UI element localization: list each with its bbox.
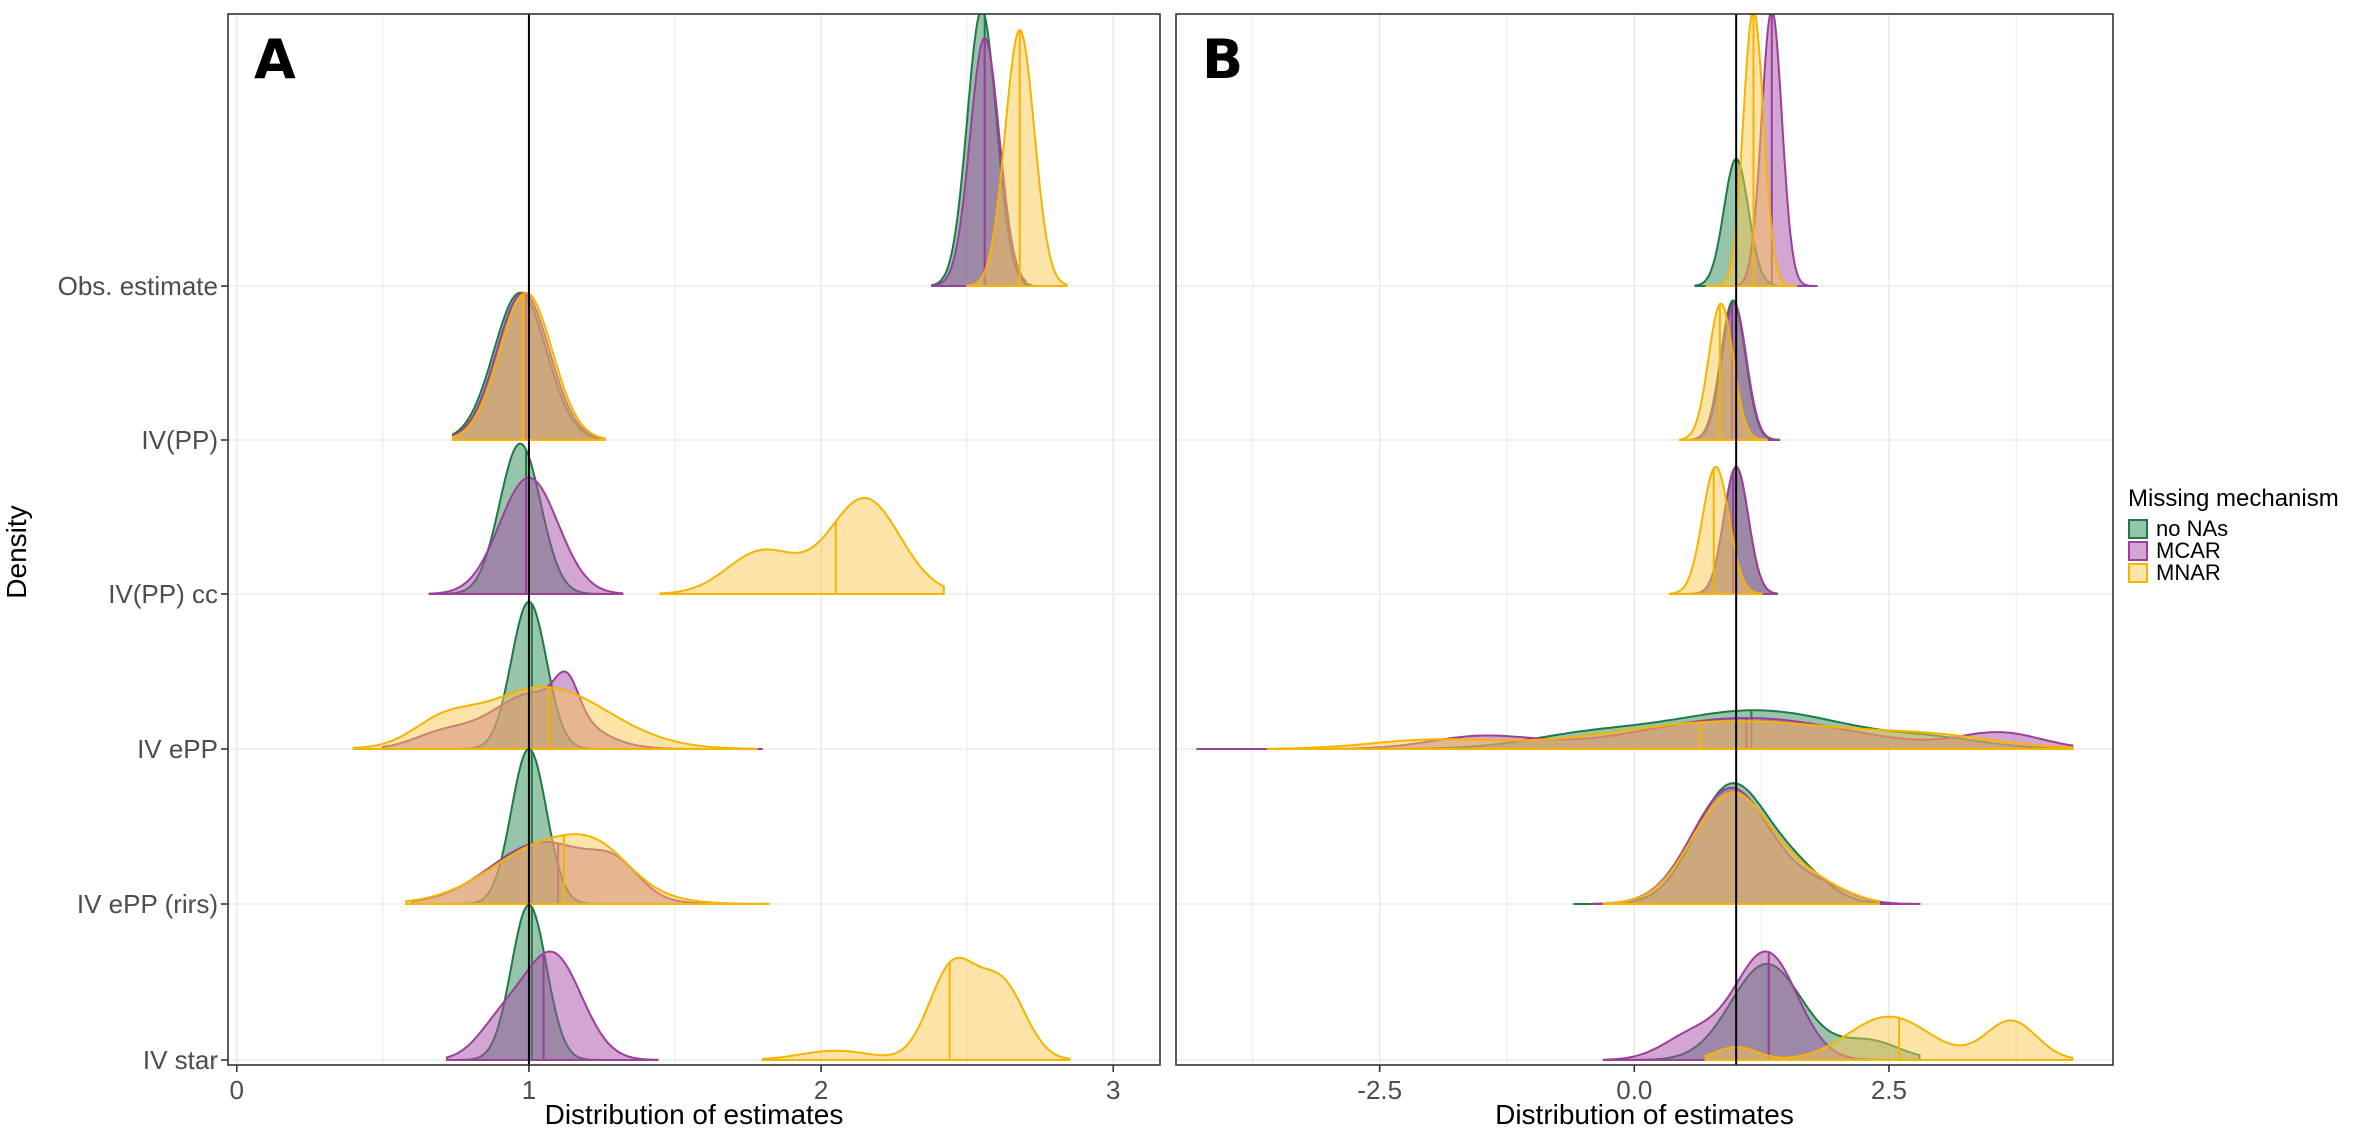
ridge-mnar-iv-pp- bbox=[1679, 302, 1768, 441]
y-tick-label: IV ePP (rirs) bbox=[77, 889, 218, 919]
panel-border bbox=[1175, 13, 2114, 1066]
legend-label: MNAR bbox=[2156, 560, 2221, 585]
x-tick-label: 0.0 bbox=[1616, 1075, 1652, 1105]
panel-A: A 0 1 2 3 Distribution of estimates IV star IV … bbox=[58, 13, 1161, 1130]
ridge-mnar-iv-epp-rirs- bbox=[405, 833, 770, 905]
y-tick-label: Obs. estimate bbox=[58, 271, 218, 301]
ridge-mnar-iv-epp bbox=[1266, 720, 2074, 750]
panel-tag: B bbox=[1202, 28, 1243, 91]
ridge-mnar-iv-epp bbox=[352, 686, 758, 750]
ridge-mnar-obs-estimate bbox=[966, 29, 1068, 287]
legend-label: no NAs bbox=[2156, 516, 2228, 541]
y-tick-label: IV ePP bbox=[137, 734, 218, 764]
panel-tag: A bbox=[254, 28, 296, 91]
y-tick-label: IV(PP) bbox=[141, 425, 218, 455]
legend-label: MCAR bbox=[2156, 538, 2221, 563]
y-axis-title: Density bbox=[1, 505, 32, 598]
y-tick-label: IV star bbox=[143, 1045, 218, 1075]
ridges bbox=[352, 14, 1071, 1061]
ridge-mnar-iv-epp-rirs- bbox=[1602, 791, 1880, 905]
legend-title: Missing mechanism bbox=[2128, 485, 2339, 512]
y-tick-label: IV(PP) cc bbox=[108, 579, 218, 609]
ridge-mnar-iv-pp-cc bbox=[659, 496, 945, 595]
panel-background bbox=[1176, 14, 2113, 1065]
x-tick-label: 0 bbox=[230, 1075, 244, 1105]
ridge-mnar-iv-pp-cc bbox=[1669, 465, 1763, 595]
x-tick-label: 2 bbox=[814, 1075, 828, 1105]
ridge-mcar-iv-star bbox=[446, 950, 659, 1061]
x-axis-title: Distribution of estimates bbox=[1495, 1099, 1794, 1130]
legend-key-no-nas bbox=[2128, 519, 2148, 539]
x-axis-title: Distribution of estimates bbox=[545, 1099, 844, 1130]
ridge-mnar-iv-star bbox=[1704, 1015, 2074, 1061]
x-tick-label: 1 bbox=[522, 1075, 536, 1105]
panel-border bbox=[227, 13, 1161, 1066]
ridge-mnar-iv-star bbox=[761, 956, 1071, 1061]
x-tick-label: 2.5 bbox=[1871, 1075, 1907, 1105]
x-tick-label: 3 bbox=[1106, 1075, 1120, 1105]
legend-key-mcar bbox=[2128, 541, 2148, 561]
legend-key-mnar bbox=[2128, 563, 2148, 583]
x-tick-label: -2.5 bbox=[1357, 1075, 1402, 1105]
panel-B: B -2.5 0.0 2.5 Distribution of estimates bbox=[1175, 13, 2114, 1130]
